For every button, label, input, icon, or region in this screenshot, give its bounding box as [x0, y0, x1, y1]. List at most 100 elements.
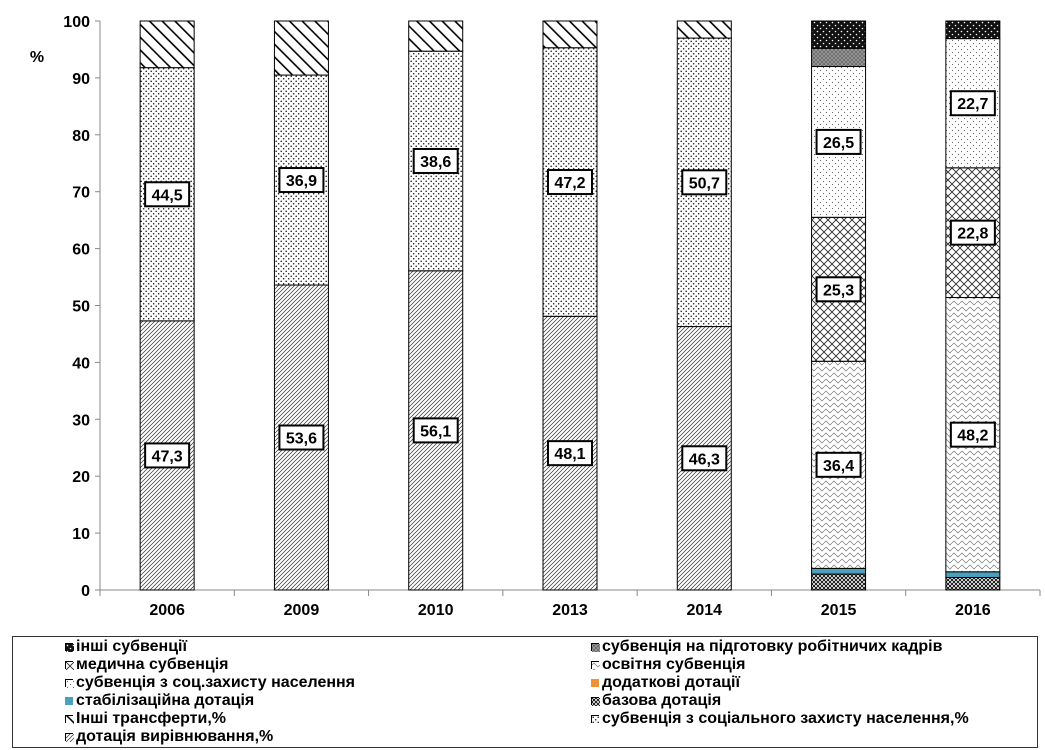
- x-tick-label: 2006: [149, 602, 185, 619]
- x-tick-label: 2010: [418, 602, 454, 619]
- y-tick-label: 40: [72, 355, 90, 372]
- y-tick-label: 80: [72, 128, 90, 145]
- legend-item: субвенція з соціального захисту населенн…: [591, 710, 969, 728]
- legend-swatch: [591, 661, 600, 670]
- bar-segment-2015-базова-дотація: [811, 573, 867, 591]
- bar-segment-2016-базова-дотація: [945, 576, 1001, 591]
- x-tick-label: 2013: [552, 602, 588, 619]
- data-label: 36,4: [823, 458, 854, 475]
- legend-item: базова дотація: [591, 692, 721, 710]
- y-tick-label: 20: [72, 469, 90, 486]
- data-label-box: [681, 169, 728, 196]
- y-axis: 0 10 20 30 40 50 60 70 80 90 100: [63, 14, 101, 600]
- data-label: 22,7: [957, 96, 988, 113]
- data-label: 46,3: [689, 451, 720, 468]
- legend-item: стабілізаційна дотація: [65, 692, 254, 710]
- legend-label: дотація вирівнювання,%: [76, 728, 274, 745]
- y-tick-label: 90: [72, 71, 90, 88]
- legend-swatch: [65, 733, 74, 742]
- bar-segment-2006-інші-трансферти: [139, 20, 195, 69]
- data-label: 47,3: [152, 448, 183, 465]
- data-label: 22,8: [957, 226, 988, 243]
- legend-swatch: [65, 643, 74, 652]
- legend-swatch: [591, 643, 600, 652]
- y-tick-label: 10: [72, 526, 90, 543]
- data-label: 48,2: [957, 428, 988, 445]
- data-label-box: [144, 181, 191, 208]
- bar-segment-2014-інші-трансферти: [676, 20, 732, 39]
- legend-label: субвенція з соц.захисту населення: [76, 674, 356, 691]
- data-label-box: [949, 90, 996, 117]
- data-labels: 47,3 44,5 53,6 36,9 56,1 38,6 48,1 47,2 46,3 50,7…: [144, 90, 996, 478]
- legend-label: додаткові дотації: [602, 674, 740, 691]
- legend-item: медична субвенція: [65, 656, 229, 674]
- data-label: 26,5: [823, 135, 854, 152]
- legend-label: Інші трансферти,%: [76, 710, 226, 727]
- x-tick-label: 2014: [686, 602, 722, 619]
- bar-segment-2016-стабілізаційна-дотація: [945, 571, 1001, 578]
- y-axis-label: %: [30, 49, 44, 66]
- y-tick-label: 100: [63, 14, 90, 31]
- legend-swatch: [65, 715, 74, 724]
- data-label: 47,2: [554, 175, 585, 192]
- legend-swatch: [591, 679, 599, 687]
- data-label-box: [681, 445, 728, 472]
- legend-item: субвенція з соц.захисту населення: [65, 674, 355, 692]
- legend-swatch: [65, 697, 73, 705]
- legend-item: дотація вирівнювання,%: [65, 728, 273, 746]
- data-label-box: [278, 167, 325, 194]
- data-label-box: [412, 417, 459, 444]
- legend-item: Інші трансферти,%: [65, 710, 226, 728]
- y-tick-label: 0: [81, 583, 90, 600]
- data-label-box: [278, 424, 325, 451]
- legend-label: медична субвенція: [76, 656, 229, 673]
- legend-swatch: [65, 679, 74, 688]
- data-label: 38,6: [420, 154, 451, 171]
- legend-swatch: [591, 715, 600, 724]
- data-label-box: [815, 451, 862, 478]
- y-tick-label: 50: [72, 299, 90, 316]
- data-label-box: [815, 128, 862, 155]
- data-label: 50,7: [689, 175, 720, 192]
- data-label: 56,1: [420, 423, 451, 440]
- legend-label: освітня субвенція: [602, 656, 746, 673]
- legend-item: інші субвенції: [65, 638, 187, 656]
- legend-item: додаткові дотації: [591, 674, 740, 692]
- data-label-box: [815, 276, 862, 303]
- data-label: 25,3: [823, 282, 854, 299]
- legend-label: субвенція з соціального захисту населенн…: [602, 710, 969, 727]
- bar-segment-2015-стабілізаційна-дотація: [811, 567, 867, 575]
- data-label: 53,6: [286, 431, 317, 448]
- x-tick-label: 2009: [284, 602, 320, 619]
- legend-item: субвенція на підготовку робітничих кадрі…: [591, 638, 942, 656]
- bar-segment-2015-субвенція-на-підготовку-робітничих-кадрів: [811, 47, 867, 68]
- legend-item: освітня субвенція: [591, 656, 746, 674]
- data-label-box: [949, 421, 996, 448]
- x-tick-label: 2016: [955, 602, 991, 619]
- data-label: 48,1: [554, 446, 585, 463]
- y-tick-label: 30: [72, 412, 90, 429]
- y-tick-label: 70: [72, 185, 90, 202]
- bar-segment-2013-інші-трансферти: [542, 20, 598, 49]
- data-label-box: [949, 219, 996, 246]
- bar-segment-2016-інші-субвенції: [945, 20, 1001, 40]
- bar-segment-2010-інші-трансферти: [408, 20, 464, 52]
- x-tick-label: 2015: [821, 602, 857, 619]
- legend-swatch: [591, 697, 600, 706]
- legend-label: субвенція на підготовку робітничих кадрі…: [602, 638, 943, 655]
- legend: інші субвенції субвенція на підготовку ро…: [12, 636, 1038, 748]
- data-label: 44,5: [152, 187, 183, 204]
- legend-swatch: [65, 661, 74, 670]
- legend-label: базова дотація: [602, 692, 722, 709]
- bar-segment-2009-інші-трансферти: [273, 20, 329, 76]
- data-label-box: [547, 440, 593, 467]
- legend-label: інші субвенції: [76, 638, 187, 655]
- bar-segment-2015-інші-субвенції: [811, 20, 867, 49]
- data-label-box: [547, 169, 593, 196]
- data-label-box: [412, 147, 459, 174]
- data-label-box: [144, 442, 191, 469]
- y-tick-label: 60: [72, 242, 90, 259]
- data-label: 36,9: [286, 173, 317, 190]
- legend-label: стабілізаційна дотація: [76, 692, 255, 709]
